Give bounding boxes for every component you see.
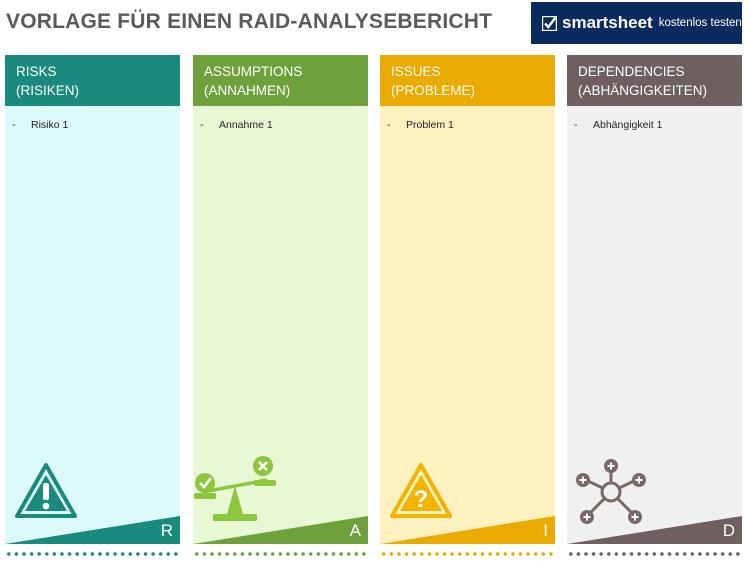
dotted-divider (567, 551, 742, 557)
column-letter: R (160, 521, 173, 540)
footer-ramp (5, 516, 180, 544)
brand-cta: kostenlos testen (658, 17, 742, 29)
smartsheet-logo-icon (542, 15, 557, 31)
column-subtitle: (PROBLEME) (391, 83, 476, 98)
dotted-divider (5, 551, 180, 557)
column-subtitle: (RISIKEN) (16, 83, 80, 98)
column-title: DEPENDENCIES (578, 64, 685, 79)
column-body: - Risiko 1 R (5, 106, 180, 544)
list-item[interactable]: - Abhängigkeit 1 (574, 119, 663, 131)
assumptions-column: ASSUMPTIONS (ANNAHMEN) - Annahme 1 A (193, 55, 368, 544)
column-letter: D (722, 521, 735, 540)
warning-icon (15, 463, 77, 518)
footer-ramp (380, 516, 555, 544)
issues-column: ISSUES (PROBLEME) - Problem 1 ? I (380, 55, 555, 544)
column-letter: A (349, 521, 361, 540)
column-body: - Abhängigkeit 1 (567, 106, 742, 544)
question-warning-icon: ? (390, 463, 452, 518)
brand-name: smartsheet (562, 13, 653, 32)
list-item[interactable]: - Risiko 1 (12, 119, 69, 131)
list-item[interactable]: - Problem 1 (387, 119, 454, 131)
network-nodes-icon (576, 459, 646, 524)
item-text: Problem 1 (406, 119, 454, 131)
column-header: ISSUES (PROBLEME) (380, 55, 555, 106)
list-item[interactable]: - Annahme 1 (200, 119, 273, 131)
column-title: ASSUMPTIONS (204, 64, 303, 79)
footer-ramp (567, 516, 742, 544)
dotted-divider (380, 551, 555, 557)
footer-ramp (193, 516, 368, 544)
item-text: Annahme 1 (219, 119, 273, 131)
column-header: RISKS (RISIKEN) (5, 55, 180, 106)
item-text: Risiko 1 (31, 119, 69, 131)
page-title: VORLAGE FÜR EINEN RAID-ANALYSEBERICHT (6, 10, 493, 33)
column-body: - Problem 1 ? I (380, 106, 555, 544)
column-title: RISKS (16, 64, 57, 79)
column-subtitle: (ANNAHMEN) (204, 83, 291, 98)
smartsheet-trial-banner[interactable]: smartsheet kostenlos testen (531, 2, 742, 44)
column-header: DEPENDENCIES (ABHÄNGIGKEITEN) (567, 55, 742, 106)
column-header: ASSUMPTIONS (ANNAHMEN) (193, 55, 368, 106)
dependencies-column: DEPENDENCIES (ABHÄNGIGKEITEN) - Abhängig… (567, 55, 742, 544)
item-text: Abhängigkeit 1 (593, 119, 663, 131)
dotted-divider (193, 551, 368, 557)
column-subtitle: (ABHÄNGIGKEITEN) (578, 83, 708, 98)
column-title: ISSUES (391, 64, 441, 79)
column-body: - Annahme 1 A (193, 106, 368, 544)
svg-text:?: ? (414, 486, 429, 513)
balance-scale-icon (194, 456, 276, 521)
risks-column: RISKS (RISIKEN) - Risiko 1 R (5, 55, 180, 544)
column-letter: I (543, 521, 548, 540)
